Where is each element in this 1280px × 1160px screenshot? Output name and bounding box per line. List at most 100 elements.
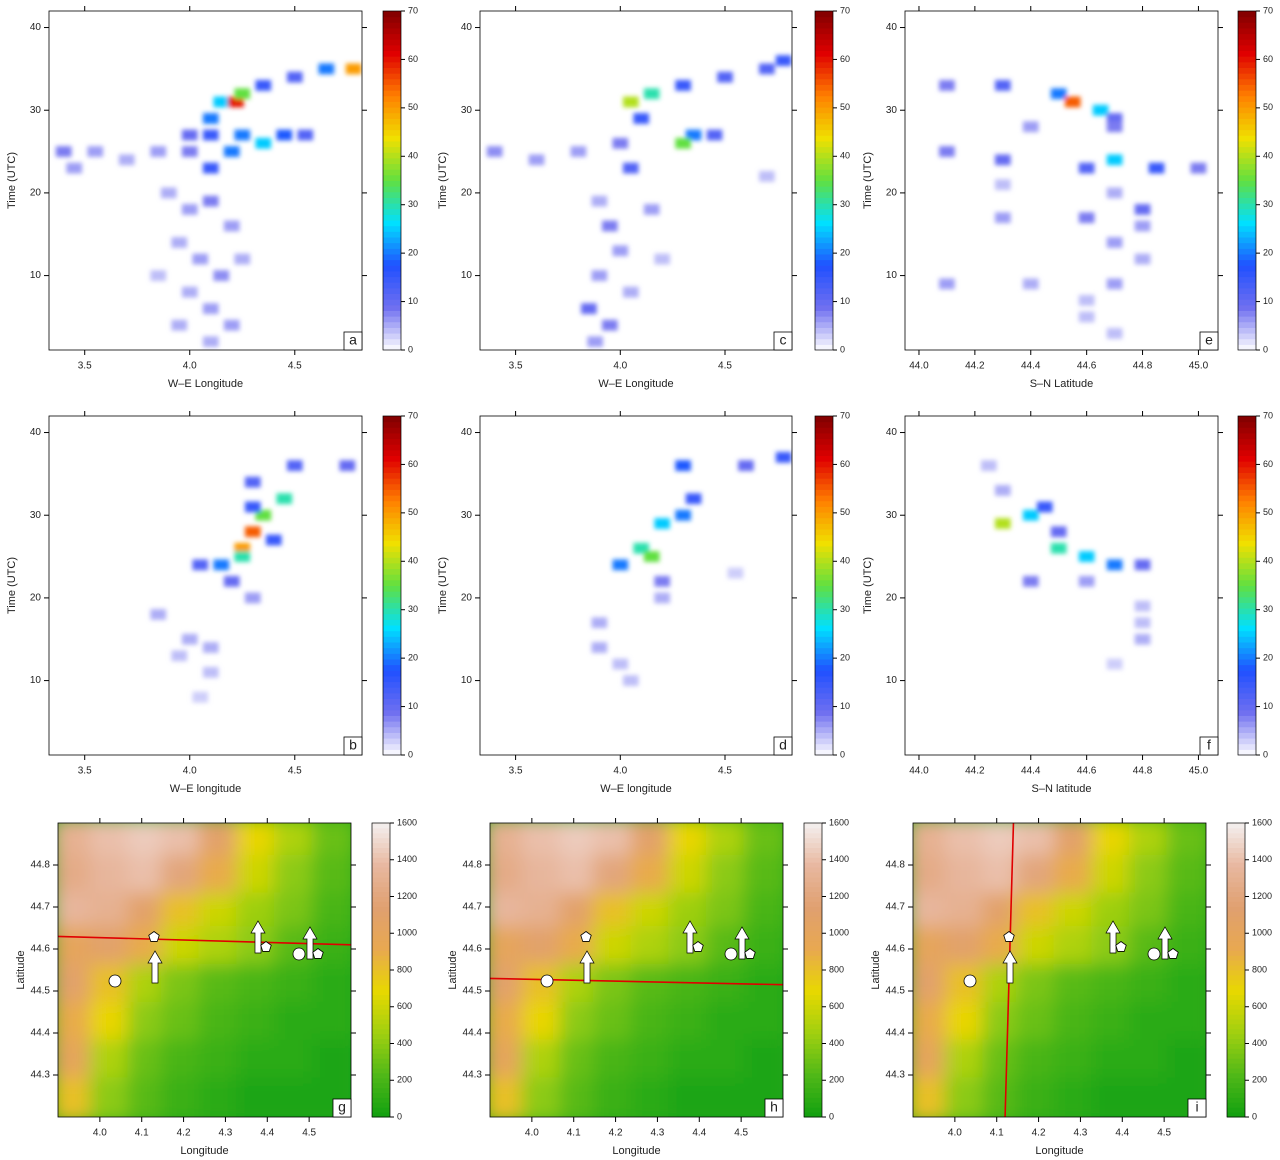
colorbar-segment	[372, 1053, 390, 1059]
heat-cell	[939, 278, 955, 290]
colorbar-segment	[1238, 545, 1256, 553]
heat-cell	[685, 129, 702, 141]
colorbar-segment	[815, 721, 833, 728]
heat-cell	[738, 460, 754, 471]
colorbar-segment	[1238, 253, 1256, 261]
colorbar-segment	[815, 197, 833, 204]
wind-arrow	[579, 950, 595, 984]
colorbar-segment	[1238, 203, 1256, 210]
colorbar-segment	[1238, 50, 1256, 57]
colorbar-segment	[815, 500, 833, 507]
colorbar-segment	[804, 935, 822, 942]
colorbar-segment	[804, 862, 822, 868]
colorbar-tick-label: 50	[408, 102, 418, 112]
colorbar-segment	[804, 832, 822, 839]
colorbar-segment	[1238, 169, 1256, 176]
colorbar-segment	[815, 333, 833, 340]
y-tick-label: 44.6	[886, 944, 906, 955]
colorbar-segment	[1227, 827, 1245, 834]
heat-cell	[255, 509, 272, 521]
x-axis-label: W–E longitude	[600, 783, 672, 795]
plot-area	[939, 80, 1207, 339]
colorbar-segment	[815, 293, 833, 300]
heat-cell	[1134, 600, 1151, 612]
colorbar-segment	[1227, 1038, 1245, 1044]
panel: 3.5 4.0 4.5 10 20 30 40 W–E Longitude Time (UTC)…	[437, 5, 850, 390]
panel-label-box	[343, 331, 363, 351]
site-pentagon	[580, 931, 592, 942]
heat-cell	[234, 129, 251, 141]
plot-area	[58, 823, 351, 1117]
heat-cell	[994, 518, 1011, 529]
colorbar-segment	[372, 862, 390, 868]
colorbar-segment	[383, 738, 401, 745]
heat-cell	[234, 551, 251, 562]
colorbar-segment	[815, 568, 833, 575]
colorbar-segment	[383, 27, 401, 35]
colorbar-segment	[383, 466, 401, 473]
x-tick-label: 4.2	[1032, 1128, 1046, 1139]
colorbar-segment	[383, 242, 401, 249]
colorbar-segment	[804, 842, 822, 848]
colorbar-segment	[804, 837, 822, 844]
colorbar-segment	[1238, 231, 1256, 238]
x-axis-label: S–N latitude	[1032, 783, 1092, 795]
colorbar-segment	[804, 1023, 822, 1030]
colorbar-segment	[1238, 709, 1256, 716]
site-pentagon	[1115, 941, 1127, 952]
colorbar-segment	[1238, 16, 1256, 23]
colorbar-segment	[383, 551, 401, 558]
colorbar-segment	[1238, 416, 1256, 423]
colorbar-segment	[372, 930, 390, 937]
colorbar-segment	[372, 994, 390, 1000]
site-pentagon	[744, 948, 756, 959]
colorbar-segment	[1227, 1097, 1245, 1103]
heat-cell	[1022, 509, 1039, 521]
colorbar-segment	[815, 540, 833, 547]
panel: 4.0 4.1 4.2 4.3 4.4 4.5 44.3 44.4 44.5 44.6 44.7 44…	[870, 817, 1272, 1157]
colorbar-segment	[383, 129, 401, 136]
heat-cell	[171, 237, 188, 248]
heat-cell	[87, 146, 104, 157]
colorbar-tick-label: 60	[1263, 459, 1273, 469]
colorbar-segment	[815, 259, 833, 266]
colorbar-segment	[383, 44, 401, 52]
heat-cell	[1078, 212, 1095, 224]
heat-cell	[171, 650, 188, 662]
colorbar-segment	[804, 827, 822, 834]
colorbar-segment	[1227, 1102, 1245, 1108]
colorbar-segment	[804, 974, 822, 981]
y-tick-label: 44.4	[31, 1028, 51, 1039]
colorbar-tick-label: 30	[1263, 604, 1273, 614]
heat-cell	[202, 162, 219, 174]
colorbar-segment	[815, 316, 833, 323]
colorbar-segment	[804, 1112, 822, 1118]
colorbar-segment	[815, 455, 833, 462]
heat-cell	[939, 146, 955, 157]
colorbar-segment	[804, 1033, 822, 1040]
heat-cell	[633, 542, 650, 554]
heat-cell	[1134, 204, 1151, 215]
colorbar-segment	[383, 692, 401, 699]
colorbar-segment	[1238, 270, 1256, 278]
heat-cell	[202, 666, 219, 678]
colorbar-tick-label: 400	[1252, 1038, 1267, 1048]
elevation-layer	[490, 823, 783, 1117]
plot-area	[55, 63, 362, 348]
colorbar-segment	[372, 852, 390, 858]
colorbar-segment	[383, 721, 401, 728]
colorbar-tick-label: 70	[1263, 410, 1273, 420]
heat-cell	[276, 129, 293, 141]
colorbar-segment	[1238, 427, 1256, 434]
site-circle	[963, 974, 977, 988]
colorbar-tick-label: 1200	[829, 891, 849, 901]
colorbar-segment	[815, 146, 833, 153]
colorbar-segment	[383, 591, 401, 598]
colorbar-segment	[815, 282, 833, 289]
colorbar-segment	[815, 557, 833, 564]
colorbar-segment	[383, 608, 401, 615]
heat-cell	[1022, 278, 1039, 290]
colorbar-segment	[1238, 220, 1256, 227]
colorbar-segment	[1238, 11, 1256, 18]
colorbar-segment	[383, 602, 401, 609]
